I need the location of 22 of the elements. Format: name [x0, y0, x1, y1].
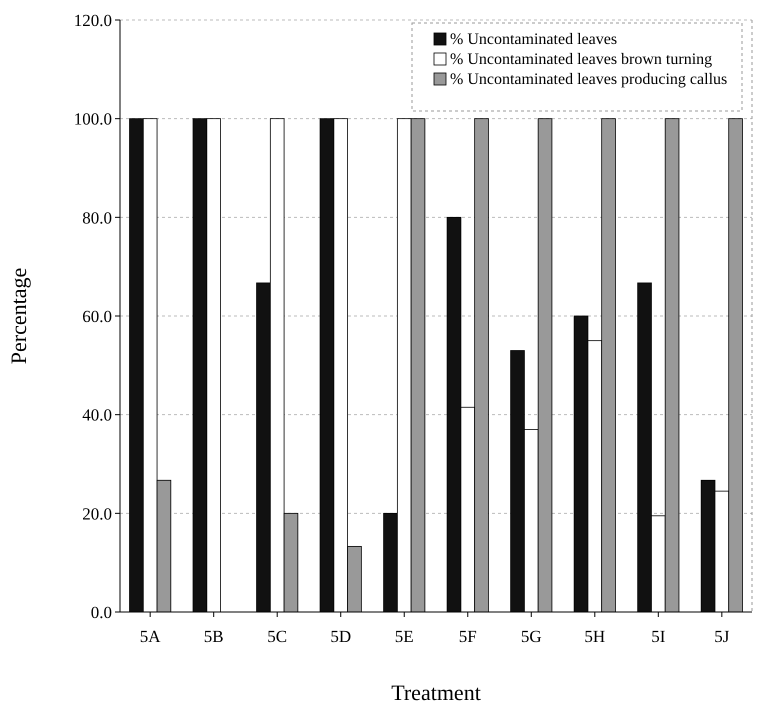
y-tick-label: 100.0 [74, 110, 112, 129]
y-tick-label: 20.0 [82, 504, 112, 524]
x-tick-label: 5A [140, 627, 162, 646]
y-tick-label: 0.0 [90, 602, 112, 622]
y-tick-label: 120.0 [74, 10, 112, 30]
y-tick-label: 80.0 [82, 208, 112, 228]
x-tick-label: 5D [330, 627, 352, 646]
x-tick-label: 5H [584, 627, 606, 646]
legend-label: % Uncontaminated leaves brown turning [450, 51, 712, 68]
legend-label: % Uncontaminated leaves [450, 31, 618, 48]
x-tick-label: 5F [458, 627, 477, 646]
x-tick-label: 5E [394, 627, 414, 646]
legend-label: % Uncontaminated leaves producing callus [450, 71, 728, 88]
x-tick-label: 5G [520, 627, 542, 646]
x-tick-label: 5C [267, 627, 288, 646]
y-tick-label: 40.0 [82, 406, 112, 425]
x-axis-title: Treatment [391, 680, 481, 705]
x-tick-label: 5J [714, 627, 730, 646]
y-axis-title: Percentage [6, 268, 31, 364]
y-tick-label: 60.0 [82, 306, 112, 326]
x-tick-label: 5I [651, 627, 666, 646]
x-tick-label: 5B [204, 627, 224, 646]
